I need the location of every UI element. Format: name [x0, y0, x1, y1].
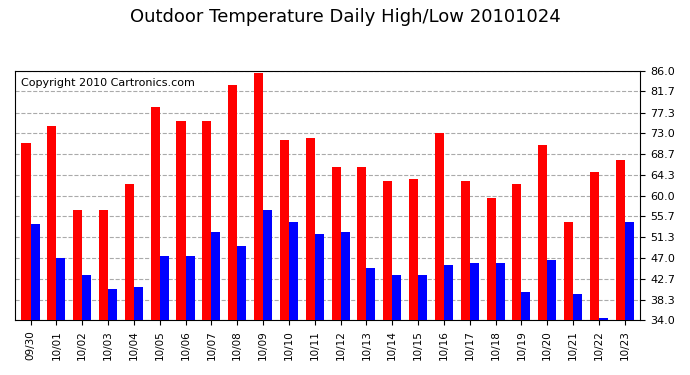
Bar — [615, 160, 624, 375]
Bar — [159, 256, 169, 375]
Bar — [202, 121, 211, 375]
Bar — [254, 73, 263, 375]
Bar — [21, 143, 30, 375]
Bar — [599, 318, 608, 375]
Bar — [383, 181, 392, 375]
Bar — [289, 222, 298, 375]
Bar — [306, 138, 315, 375]
Bar — [48, 126, 57, 375]
Bar — [444, 265, 453, 375]
Bar — [461, 181, 470, 375]
Bar — [280, 140, 289, 375]
Bar — [418, 275, 427, 375]
Bar — [573, 294, 582, 375]
Bar — [125, 184, 134, 375]
Bar — [435, 133, 444, 375]
Bar — [228, 85, 237, 375]
Bar — [108, 289, 117, 375]
Bar — [341, 232, 350, 375]
Bar — [186, 256, 195, 375]
Bar — [513, 184, 522, 375]
Bar — [624, 222, 634, 375]
Bar — [538, 145, 547, 375]
Bar — [57, 258, 66, 375]
Bar — [564, 222, 573, 375]
Bar — [263, 210, 272, 375]
Bar — [150, 107, 159, 375]
Bar — [409, 179, 418, 375]
Bar — [73, 210, 82, 375]
Text: Outdoor Temperature Daily High/Low 20101024: Outdoor Temperature Daily High/Low 20101… — [130, 8, 560, 26]
Bar — [134, 287, 143, 375]
Bar — [590, 172, 599, 375]
Bar — [495, 263, 504, 375]
Bar — [486, 198, 495, 375]
Bar — [211, 232, 220, 375]
Bar — [82, 275, 91, 375]
Bar — [392, 275, 402, 375]
Bar — [315, 234, 324, 375]
Bar — [331, 167, 341, 375]
Bar — [357, 167, 366, 375]
Bar — [547, 260, 556, 375]
Text: Copyright 2010 Cartronics.com: Copyright 2010 Cartronics.com — [21, 78, 195, 88]
Bar — [177, 121, 186, 375]
Bar — [237, 246, 246, 375]
Bar — [30, 224, 39, 375]
Bar — [522, 292, 531, 375]
Bar — [470, 263, 479, 375]
Bar — [366, 268, 375, 375]
Bar — [99, 210, 108, 375]
